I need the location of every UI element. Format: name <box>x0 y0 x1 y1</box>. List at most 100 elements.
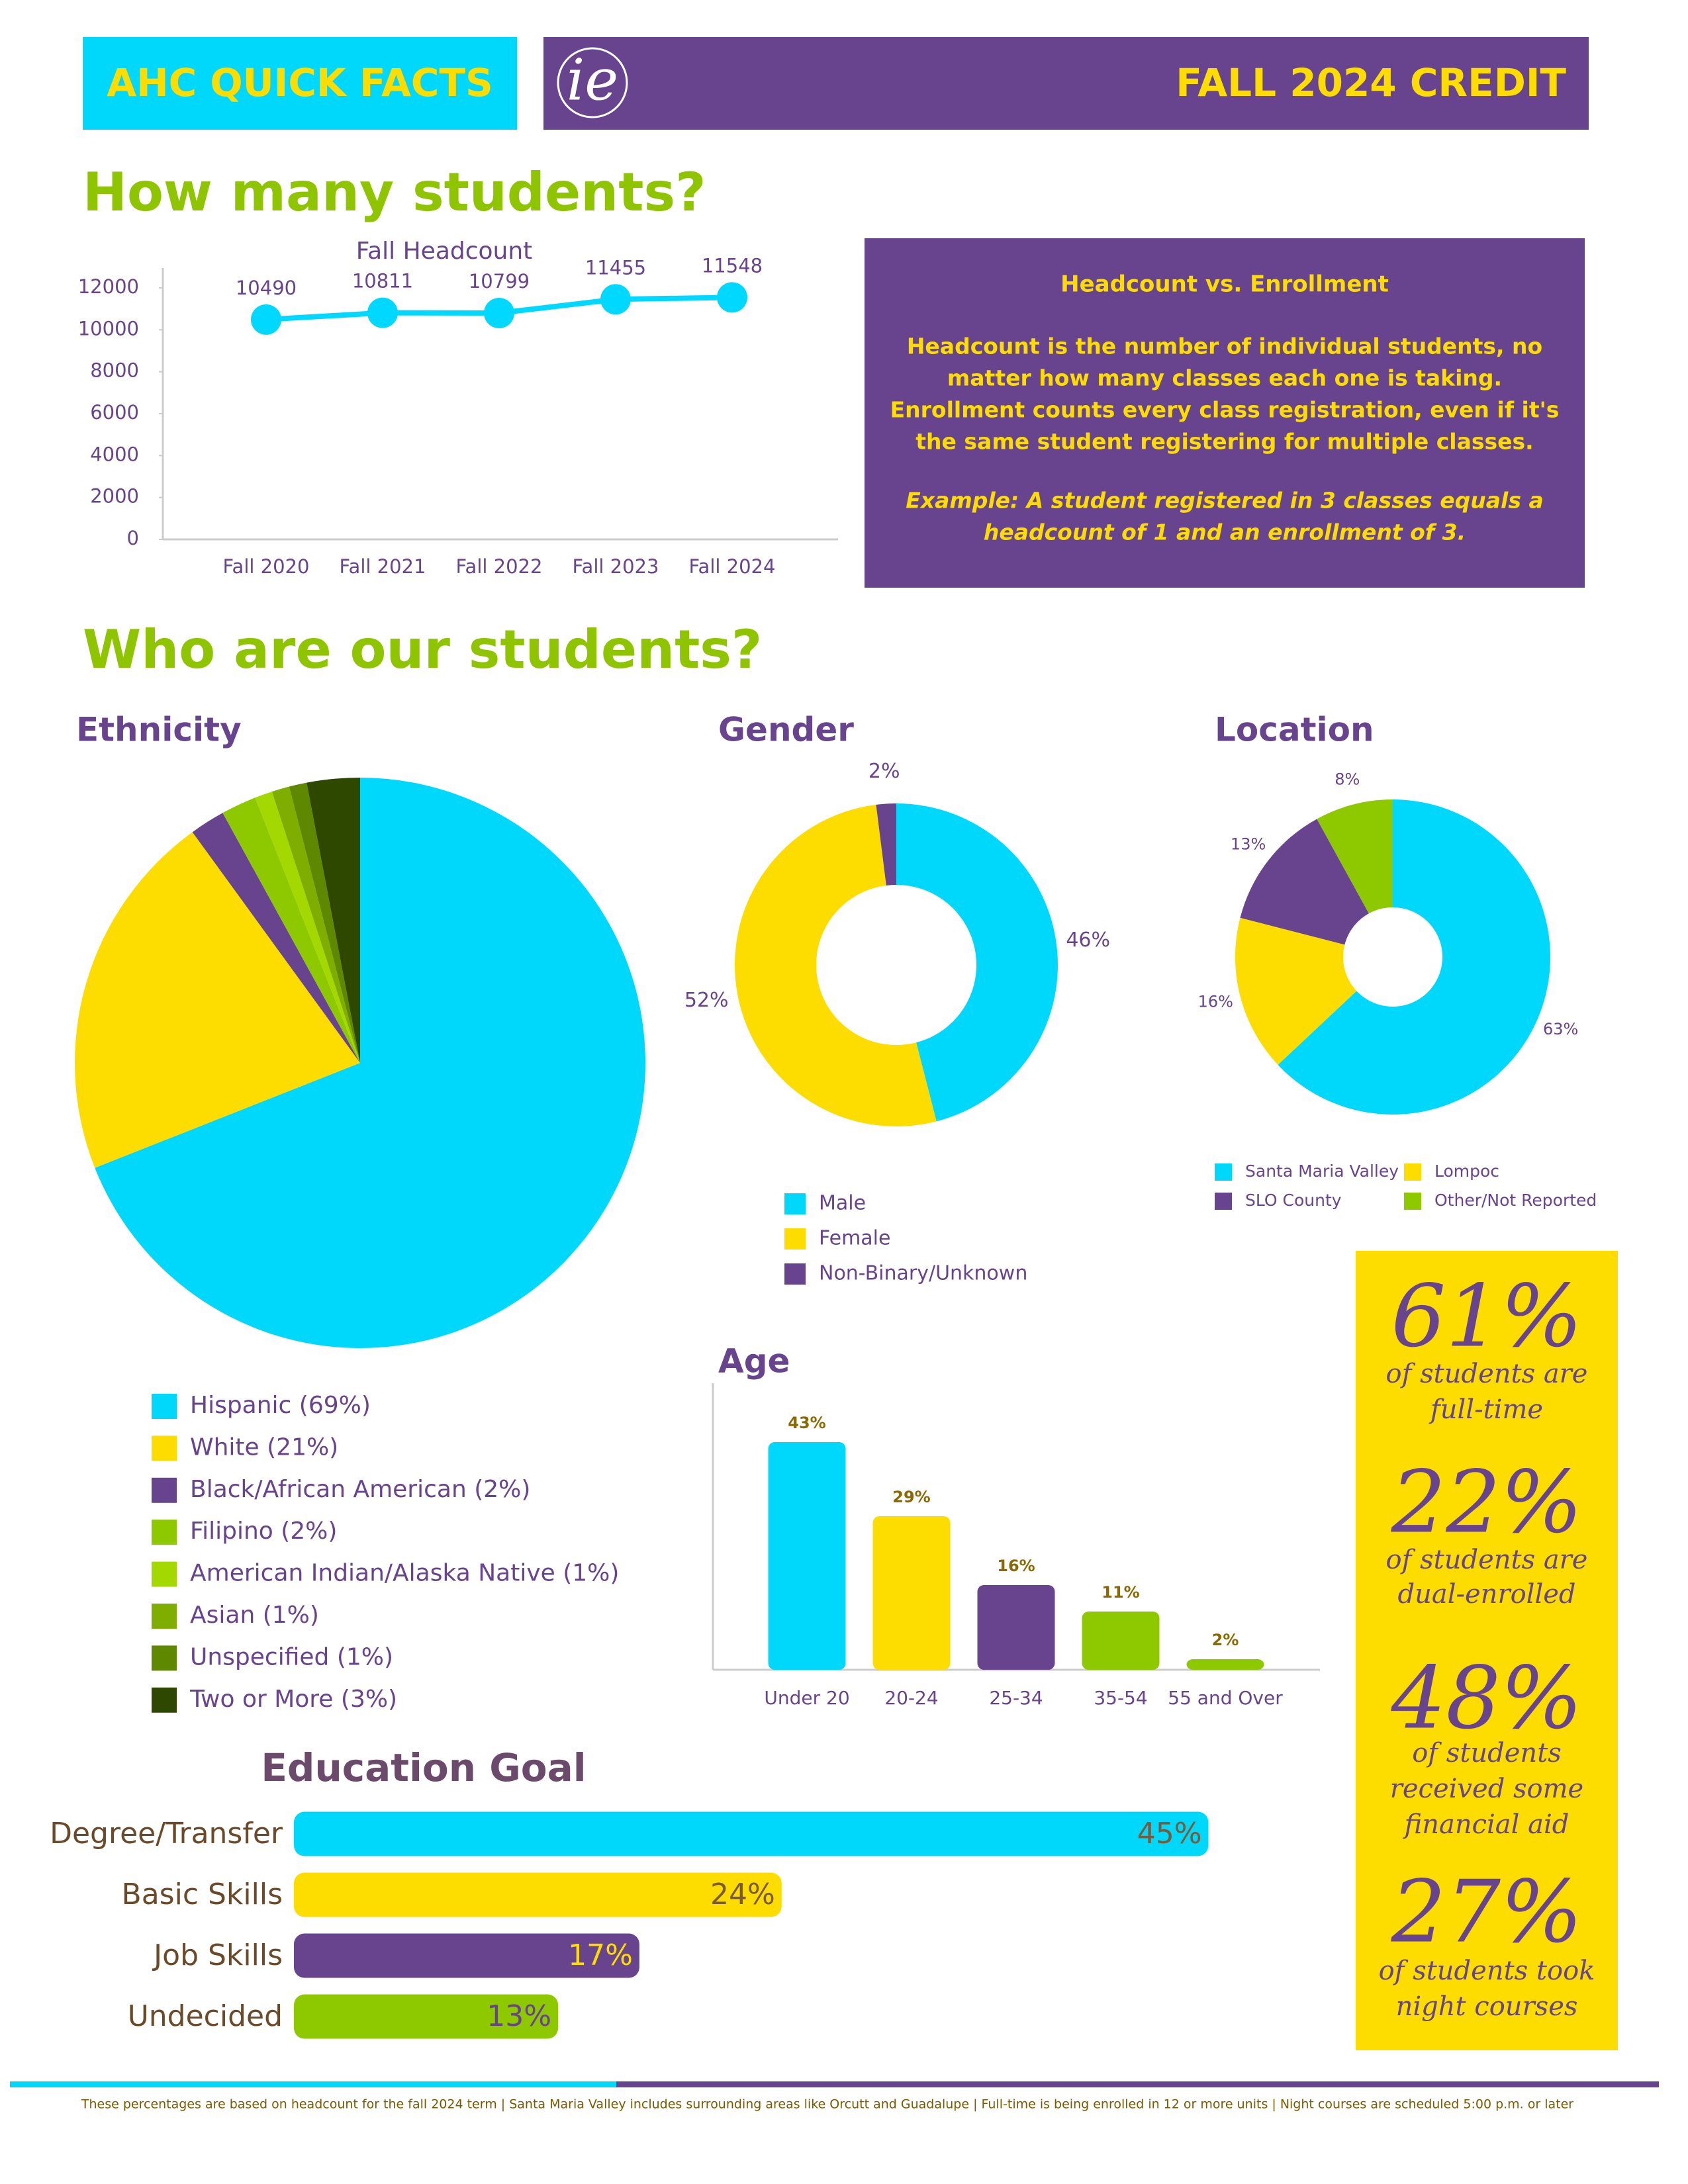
x-tick-label: 20-24 <box>884 1687 938 1709</box>
legend-label: Female <box>819 1227 890 1250</box>
data-label: 43% <box>788 1414 825 1432</box>
bar <box>977 1585 1055 1670</box>
y-tick-label: 8000 <box>90 359 139 382</box>
info-text: the same student registering for multipl… <box>915 429 1533 455</box>
legend-swatch <box>152 1520 177 1545</box>
chart-title: Gender <box>718 711 854 749</box>
x-tick-label: Fall 2022 <box>456 555 543 578</box>
footer: These percentages are based on headcount… <box>81 2097 1573 2112</box>
marker <box>367 297 398 328</box>
marker <box>251 304 281 335</box>
data-label: 45% <box>1137 1817 1202 1850</box>
legend-label: Lompoc <box>1434 1161 1499 1181</box>
chart-title: Age <box>718 1342 790 1381</box>
slice <box>1235 917 1357 1065</box>
data-label: 10799 <box>469 270 530 293</box>
stat-value: 22% <box>1391 1452 1583 1553</box>
stat-text: of students <box>1412 1738 1562 1768</box>
legend-label: SLO County <box>1245 1191 1342 1210</box>
stat-value: 61% <box>1391 1266 1583 1367</box>
data-label: 17% <box>568 1938 633 1972</box>
slice <box>1317 799 1393 914</box>
y-tick-label: 4000 <box>90 443 139 465</box>
data-label: 10811 <box>352 270 413 293</box>
legend-label: White (21%) <box>190 1433 338 1461</box>
stat-text: received some <box>1390 1774 1583 1804</box>
header-left-box <box>83 37 517 130</box>
header-right: FALL 2024 CREDIT <box>1176 60 1566 105</box>
logo-ring <box>557 47 628 118</box>
data-label: 13% <box>1231 835 1266 854</box>
legend-label: Other/Not Reported <box>1434 1191 1597 1210</box>
logo: ie <box>567 48 618 114</box>
stat-text: dual-enrolled <box>1397 1579 1575 1610</box>
legend-label: American Indian/Alaska Native (1%) <box>190 1560 619 1587</box>
footer-rule <box>616 2081 1659 2087</box>
bar <box>294 1872 782 1917</box>
data-label: 46% <box>1066 929 1110 952</box>
y-tick-label: 2000 <box>90 485 139 508</box>
legend-swatch <box>1215 1193 1232 1210</box>
legend-swatch <box>1215 1163 1232 1181</box>
stat-text: financial aid <box>1403 1809 1570 1840</box>
bar <box>294 1811 1209 1856</box>
data-label: 16% <box>1198 993 1233 1011</box>
slice <box>306 778 360 1063</box>
slice <box>255 792 360 1063</box>
bar <box>1082 1612 1160 1670</box>
legend-swatch <box>152 1477 177 1503</box>
slice <box>192 813 360 1063</box>
y-tick-label: 0 <box>127 527 139 549</box>
y-tick-label: 6000 <box>90 401 139 424</box>
legend-label: Two or More (3%) <box>189 1686 397 1713</box>
legend-swatch <box>152 1394 177 1419</box>
marker <box>600 284 631 315</box>
slice <box>271 786 360 1063</box>
chart-title: Ethnicity <box>76 711 242 749</box>
data-label: 52% <box>684 989 729 1012</box>
header-right-box <box>543 37 1589 130</box>
stat-value: 27% <box>1391 1862 1583 1962</box>
chart-title: Fall Headcount <box>356 238 533 265</box>
data-label: 16% <box>997 1557 1035 1575</box>
x-tick-label: Fall 2024 <box>689 555 776 578</box>
legend-swatch <box>152 1435 177 1461</box>
slice <box>734 804 937 1127</box>
slice <box>222 797 360 1063</box>
x-tick-label: Fall 2023 <box>573 555 659 578</box>
info-example: headcount of 1 and an enrollment of 3. <box>984 520 1466 545</box>
data-label: 2% <box>1212 1631 1239 1649</box>
x-tick-label: 35-54 <box>1094 1687 1147 1709</box>
info-text: Enrollment counts every class registrati… <box>890 397 1560 423</box>
stats-panel <box>1356 1251 1618 2050</box>
info-text: matter how many classes each one is taki… <box>947 365 1502 391</box>
stat-text: of students are <box>1386 1359 1588 1389</box>
info-title: Headcount vs. Enrollment <box>1060 271 1389 298</box>
x-tick-label: 25-34 <box>989 1687 1043 1709</box>
legend-label: Black/African American (2%) <box>190 1476 530 1503</box>
legend-label: Non-Binary/Unknown <box>819 1262 1027 1285</box>
stat-text: night courses <box>1396 1991 1578 2022</box>
legend-label: Filipino (2%) <box>190 1518 337 1545</box>
slice <box>289 782 360 1063</box>
legend-label: Hispanic (69%) <box>190 1392 371 1419</box>
legend-swatch <box>784 1228 806 1250</box>
chart-title: Education Goal <box>261 1745 586 1790</box>
section-heading: How many students? <box>83 161 706 223</box>
bar <box>294 1933 639 1978</box>
data-label: 24% <box>710 1878 775 1911</box>
slice <box>95 778 645 1348</box>
data-label: 10490 <box>236 277 297 299</box>
category-label: Job Skills <box>152 1938 283 1972</box>
legend-label: Santa Maria Valley <box>1245 1161 1399 1181</box>
legend-label: Male <box>819 1192 866 1215</box>
slice <box>1278 799 1551 1115</box>
info-box <box>865 238 1585 588</box>
category-label: Degree/Transfer <box>50 1817 283 1850</box>
x-tick-label: Fall 2020 <box>223 555 310 578</box>
stat-value: 48% <box>1391 1648 1583 1749</box>
legend-swatch <box>784 1263 806 1285</box>
y-tick-label: 10000 <box>78 317 139 340</box>
marker <box>717 282 747 313</box>
stat-text: of students took <box>1379 1956 1595 1986</box>
